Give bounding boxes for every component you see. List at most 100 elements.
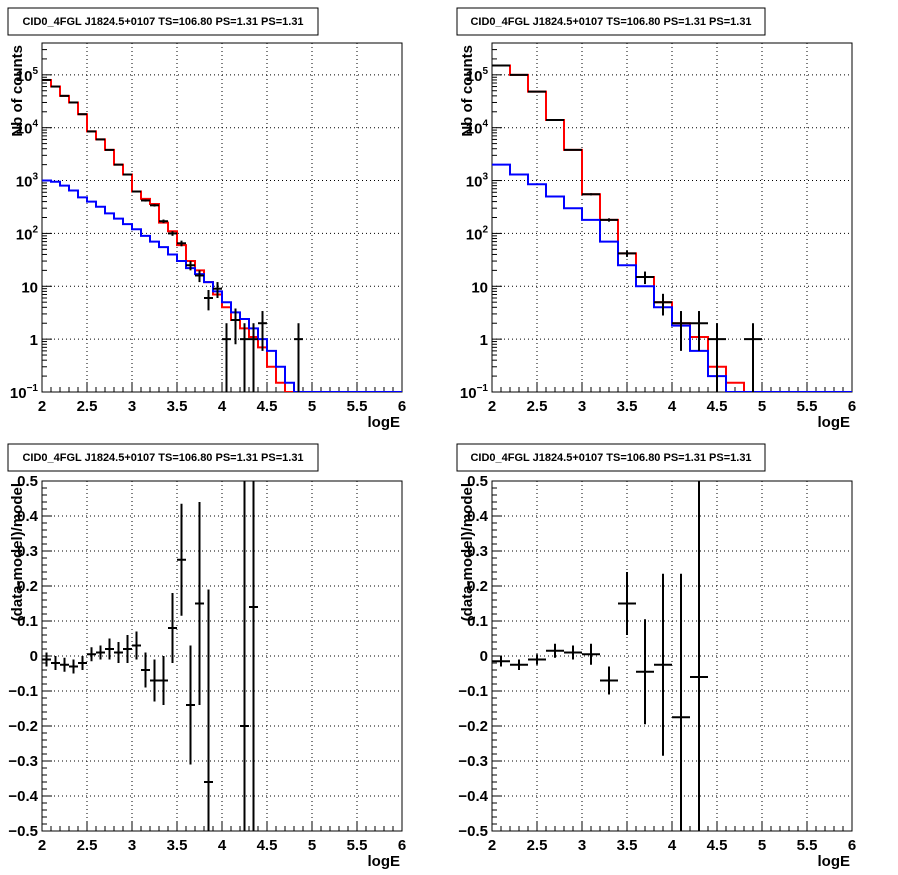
y-axis-label: Nb of counts [9, 45, 26, 137]
y-tick-label: 105 [466, 66, 489, 85]
grid-br [492, 481, 852, 831]
data-point [636, 271, 654, 285]
x-tick-label: 3 [578, 398, 586, 415]
residual-point [249, 481, 258, 831]
chart-br: 2 2.5 3 3.5 4 4.5 5 5.5 6 −0.5 −0.4 −0.3 −0.2 −0.1 0 0.… [456, 443, 856, 870]
chart-title: CID0_4FGL J1824.5+0107 TS=106.80 PS=1.31… [22, 452, 303, 464]
x-tick-label: 3 [128, 837, 136, 854]
y-tick-label: 103 [466, 172, 489, 191]
x-tick-label: 4.5 [257, 837, 278, 854]
y-axis-label: (data-model)/model [9, 483, 26, 621]
y-axis-label: Nb of counts [459, 45, 476, 137]
data-point [654, 293, 672, 316]
y-tick-label: 0.4 [467, 508, 489, 525]
data-point [618, 250, 636, 257]
residual-point [105, 638, 114, 660]
y-tick-label: −0.2 [458, 718, 488, 735]
data-point [186, 261, 195, 271]
y-tick-label: 0.3 [467, 543, 488, 560]
y-tick-label: 10−1 [460, 383, 489, 402]
data-tl [42, 78, 402, 392]
data-point [600, 218, 618, 222]
x-tick-label: 3.5 [617, 837, 638, 854]
y-tick-label: 10 [471, 279, 488, 296]
x-tick-label: 5.5 [797, 837, 818, 854]
y-tick-label: −0.2 [8, 718, 38, 735]
data-point [294, 323, 303, 392]
x-tick-label: 5.5 [347, 398, 368, 415]
y-tick-label: 0.1 [17, 613, 38, 630]
x-tick-label: 4 [218, 837, 227, 854]
residual-point [204, 589, 213, 831]
y-ticks-tr [492, 42, 502, 393]
chart-tl: 2 2.5 3 3.5 4 4.5 5 5.5 6 10−1 1 10 102 103 104 105 logE… [7, 7, 406, 431]
y-tick-label: 102 [16, 224, 39, 243]
residual-point [546, 643, 564, 658]
x-tick-label: 6 [398, 398, 406, 415]
data-point [222, 323, 231, 392]
y-tick-label: 10−1 [10, 383, 39, 402]
y-tick-label: −0.5 [8, 823, 38, 840]
residual-point [582, 643, 600, 665]
y-tick-label: −0.1 [8, 683, 38, 700]
residual-point [123, 635, 132, 663]
y-tick-label: −0.4 [8, 788, 38, 805]
residual-point [672, 573, 690, 831]
residual-point [96, 645, 105, 660]
chart-tr: 2 2.5 3 3.5 4 4.5 5 5.5 6 10−1 1 10 102 103 104 105 logE… [456, 7, 856, 431]
residual-point [51, 656, 60, 670]
x-tick-label: 6 [848, 398, 856, 415]
residual-point [42, 652, 51, 667]
x-tick-label: 3 [128, 398, 136, 415]
x-tick-label: 5 [308, 837, 316, 854]
y-tick-label: 0.5 [467, 473, 488, 490]
data-point [672, 311, 690, 351]
data-point [195, 270, 204, 283]
y-tick-label: −0.4 [458, 788, 488, 805]
residual-point [600, 666, 618, 695]
x-ticks-br [491, 821, 853, 831]
residual-point [150, 659, 159, 702]
x-tick-label: 4 [668, 398, 677, 415]
data-point [690, 311, 708, 351]
x-tick-label: 2.5 [527, 398, 548, 415]
x-tick-label: 2 [488, 398, 496, 415]
data-point [240, 323, 249, 392]
title-box [456, 7, 766, 36]
y-tick-label: 103 [16, 172, 39, 191]
y-tick-label: 0.1 [467, 613, 488, 630]
data-point [744, 323, 762, 392]
x-axis-label: logE [818, 414, 851, 431]
residual-point [240, 481, 249, 831]
residual-point [510, 659, 528, 670]
y-axis-label: (data-model)/model [459, 483, 476, 621]
residual-point [60, 657, 69, 672]
title-box [456, 443, 766, 472]
data-point [177, 240, 186, 247]
y-tick-label: 0 [480, 648, 488, 665]
x-tick-label: 4.5 [257, 398, 278, 415]
chart-bl: 2 2.5 3 3.5 4 4.5 5 5.5 6 −0.5 −0.4 −0.3 −0.2 −0.1 0 0.… [7, 443, 406, 870]
y-tick-label: 105 [16, 66, 39, 85]
x-tick-label: 6 [398, 837, 406, 854]
chart-title: CID0_4FGL J1824.5+0107 TS=106.80 PS=1.31… [22, 16, 303, 28]
x-axis-label: logE [818, 853, 851, 870]
x-tick-label: 5 [758, 837, 766, 854]
chart-title: CID0_4FGL J1824.5+0107 TS=106.80 PS=1.31… [470, 452, 751, 464]
y-tick-label: 0.4 [17, 508, 39, 525]
residual-point [159, 656, 168, 705]
x-tick-label: 3.5 [617, 398, 638, 415]
residual-point [564, 645, 582, 660]
x-axis-label: logE [368, 853, 401, 870]
y-tick-label: 0.3 [17, 543, 38, 560]
x-tick-label: 4.5 [707, 837, 728, 854]
x-tick-label: 5 [758, 398, 766, 415]
x-tick-label: 5.5 [347, 837, 368, 854]
data-point [582, 193, 600, 196]
residual-point [177, 503, 186, 616]
data-point [708, 323, 726, 392]
data-point [132, 190, 141, 193]
x-tick-label: 5.5 [797, 398, 818, 415]
x-tick-label: 4 [218, 398, 227, 415]
